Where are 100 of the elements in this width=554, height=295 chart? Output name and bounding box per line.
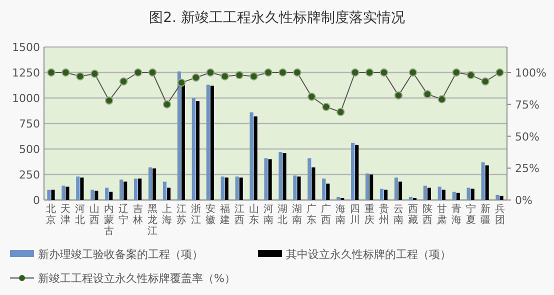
point — [466, 70, 475, 80]
point — [365, 68, 374, 77]
bar — [105, 188, 109, 200]
bar — [268, 159, 272, 200]
bar — [264, 158, 268, 200]
y2-tick-label: 25% — [515, 162, 540, 176]
bar — [384, 190, 388, 200]
point — [452, 68, 460, 77]
bar — [355, 144, 359, 200]
point — [235, 70, 244, 80]
point — [90, 70, 99, 78]
legend-label: 新竣工工程设立永久性标牌覆盖率（%） — [38, 272, 236, 285]
x-tick-label: 上海 — [162, 203, 172, 226]
point — [336, 108, 345, 116]
bar — [365, 173, 370, 200]
point — [481, 77, 490, 86]
bar — [192, 98, 196, 200]
bar — [66, 186, 70, 200]
point — [148, 68, 157, 77]
bar — [250, 112, 254, 200]
bar — [138, 178, 142, 200]
bar — [224, 178, 228, 200]
bar — [282, 153, 286, 200]
legend-label: 新办理竣工验收备案的工程（项） — [38, 248, 203, 261]
x-tick-label: 河北 — [75, 203, 86, 226]
bar — [90, 190, 94, 200]
bar — [120, 180, 124, 200]
bar — [312, 167, 316, 200]
y-tick-label: 0 — [33, 194, 40, 207]
y2-tick-label: 75% — [515, 98, 540, 112]
x-tick-label: 西藏 — [408, 204, 418, 226]
bar — [76, 176, 80, 200]
bar — [408, 196, 412, 200]
x-tick-label: 浙江 — [190, 203, 201, 226]
y-tick-label: 250 — [19, 168, 40, 182]
y-tick-label: 1000 — [12, 92, 40, 105]
point — [119, 77, 128, 86]
bar — [239, 178, 243, 200]
bar — [297, 176, 301, 200]
point — [105, 96, 114, 105]
x-tick-label: 河南 — [263, 203, 274, 226]
bar — [162, 182, 166, 200]
point — [394, 91, 403, 100]
bar — [452, 192, 456, 200]
point — [47, 68, 56, 77]
point — [293, 68, 302, 77]
bar — [152, 168, 156, 200]
x-tick-label: 青海 — [451, 203, 462, 226]
bar — [181, 84, 186, 200]
bar — [427, 188, 431, 200]
point — [308, 92, 316, 101]
point — [423, 90, 432, 98]
x-tick-label: 四川 — [350, 204, 360, 226]
x-tick-label: 广西 — [321, 203, 332, 226]
x-tick-label: 陕西 — [422, 203, 432, 226]
bar — [336, 196, 340, 200]
x-tick-label: 湖南 — [292, 203, 302, 226]
point — [278, 68, 287, 77]
bar — [438, 186, 442, 200]
x-tick-label: 甘肃 — [436, 203, 447, 226]
bar — [308, 158, 312, 200]
bar — [206, 84, 210, 200]
bar — [177, 71, 181, 200]
x-tick-label: 宁夏 — [466, 203, 476, 226]
x-tick-label: 新疆 — [480, 203, 490, 226]
chart-title: 图2. 新竣工工程永久性标牌制度落实情况 — [149, 10, 405, 26]
x-tick-label: 辽宁 — [118, 203, 129, 226]
bar — [370, 174, 374, 200]
bar — [394, 178, 398, 200]
bar — [80, 178, 84, 200]
point — [134, 68, 142, 77]
bar — [481, 162, 485, 200]
bar — [423, 186, 427, 200]
y-tick-label: 500 — [19, 143, 40, 156]
x-tick-label: 天津 — [60, 204, 71, 226]
y-tick-label: 1500 — [12, 41, 40, 54]
x-tick-label: 北京 — [46, 203, 56, 226]
point — [220, 72, 229, 80]
legend-label: 其中设立永久性标牌的工程（项） — [286, 248, 451, 261]
x-tick-label: 海南 — [336, 203, 346, 226]
bar — [326, 184, 330, 200]
bar — [496, 194, 500, 200]
point — [206, 68, 214, 77]
bar — [442, 190, 446, 200]
bar — [322, 178, 326, 200]
x-tick-label: 江西 — [234, 203, 244, 226]
bar — [94, 190, 98, 200]
bar — [124, 182, 128, 200]
bar — [380, 188, 384, 200]
bar — [254, 116, 258, 200]
y-tick-label: 1250 — [12, 66, 40, 80]
point — [76, 72, 84, 80]
point — [438, 95, 446, 104]
bar — [470, 188, 474, 200]
x-tick-label: 云南 — [393, 204, 404, 226]
x-tick-label: 内蒙古 — [104, 203, 114, 237]
bar — [166, 188, 171, 200]
point — [162, 100, 172, 108]
point — [322, 102, 330, 112]
bar — [466, 188, 470, 200]
